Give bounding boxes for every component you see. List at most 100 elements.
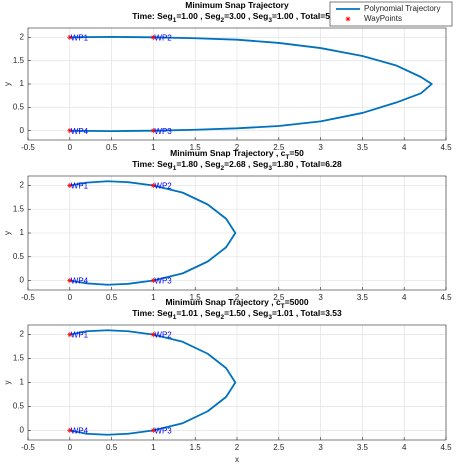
x-tick-label: 3 — [318, 293, 323, 302]
trajectory-line — [69, 180, 237, 286]
title-part: Time: Seg — [132, 11, 172, 21]
y-axis-label: y — [3, 231, 12, 235]
x-tick-label: 0.5 — [106, 143, 118, 152]
title-part: =1.00 , Total=5.00 — [272, 11, 342, 21]
axes-box — [27, 175, 447, 291]
y-tick-label: 0.5 — [13, 102, 25, 111]
x-tick-label: 4.5 — [440, 143, 452, 152]
waypoint-label: WP4 — [71, 127, 89, 136]
y-axis-label: y — [3, 381, 12, 385]
legend-box — [329, 1, 453, 27]
title-part: 1 — [173, 165, 177, 172]
x-tick-label: 3 — [318, 143, 323, 152]
x-tick-label: 4.5 — [440, 443, 452, 452]
axes-box — [27, 324, 447, 441]
title-part: Time: Seg — [132, 308, 172, 318]
x-tick-label: 4 — [402, 293, 407, 302]
title-part: 3 — [268, 165, 272, 172]
x-tick-label: -0.5 — [21, 143, 35, 152]
title-part: 1 — [173, 17, 177, 24]
x-tick-label: 3.5 — [357, 143, 369, 152]
chart-title: Time: Seg1=1.00 , Seg2=3.00 , Seg3=1.00 … — [132, 11, 342, 24]
x-axis-label: x — [235, 455, 239, 464]
title-part: Minimum Snap Trajectory , c — [170, 148, 286, 158]
title-part: =5000 — [285, 297, 309, 307]
y-tick-label: 1.5 — [13, 56, 25, 65]
title-part: =2.68 , Seg — [224, 159, 268, 169]
title-part: 3 — [268, 17, 272, 24]
title-part: =1.00 , Seg — [176, 11, 220, 21]
waypoint-marker — [67, 34, 73, 40]
x-tick-label: 1.5 — [190, 143, 202, 152]
waypoint-label: WP2 — [154, 182, 172, 191]
title-part: 3 — [268, 314, 272, 321]
waypoint-marker — [67, 427, 73, 433]
title-part: =1.01 , Total=3.53 — [272, 308, 342, 318]
x-tick-label: 0.5 — [106, 293, 118, 302]
title-part: =1.01 , Seg — [176, 308, 220, 318]
x-tick-label: 1 — [151, 143, 156, 152]
y-tick-label: 0.5 — [13, 252, 25, 261]
x-tick-label: 1.5 — [190, 443, 202, 452]
x-tick-label: 0 — [68, 293, 73, 302]
x-tick-label: 1 — [151, 443, 156, 452]
waypoint-marker — [67, 183, 73, 188]
title-part: =3.00 , Seg — [224, 11, 268, 21]
x-tick-label: 2.5 — [273, 143, 285, 152]
waypoint-marker — [150, 183, 156, 188]
x-tick-label: -0.5 — [21, 443, 35, 452]
legend-label: WayPoints — [364, 14, 402, 23]
x-tick-label: 2.5 — [273, 293, 285, 302]
x-tick-label: 2 — [235, 443, 240, 452]
y-tick-label: 1 — [20, 228, 25, 237]
legend-label: Polynomial Trajectory — [364, 4, 440, 13]
chart-title: Minimum Snap Trajectory — [185, 0, 289, 10]
trajectory-line — [69, 35, 433, 133]
title-part: 1 — [173, 314, 177, 321]
x-tick-label: 4.5 — [440, 293, 452, 302]
x-tick-label: 4 — [402, 143, 407, 152]
y-tick-label: 0 — [20, 426, 25, 435]
x-tick-label: 2 — [235, 143, 240, 152]
waypoint-label: WP1 — [71, 331, 89, 340]
x-tick-label: 2 — [235, 293, 240, 302]
x-tick-label: 3.5 — [357, 443, 369, 452]
waypoint-label: WP3 — [154, 427, 172, 436]
y-tick-label: 1.5 — [13, 204, 25, 213]
chart-title: Time: Seg1=1.80 , Seg2=2.68 , Seg3=1.80 … — [132, 159, 342, 172]
title-part: T — [285, 154, 289, 161]
title-part: Minimum Snap Trajectory — [185, 0, 289, 10]
waypoint-marker — [150, 128, 156, 134]
waypoint-marker — [150, 34, 156, 40]
y-tick-label: 0.5 — [13, 402, 25, 411]
chart-title: Minimum Snap Trajectory , cT=50 — [170, 148, 304, 161]
waypoint-label: WP3 — [154, 277, 172, 286]
waypoint-label: WP2 — [154, 331, 172, 340]
title-part: 2 — [221, 314, 225, 321]
waypoint-marker — [150, 427, 156, 433]
x-tick-label: 3.5 — [357, 293, 369, 302]
waypoint-label: WP4 — [71, 277, 89, 286]
x-tick-label: 0.5 — [106, 443, 118, 452]
title-part: 2 — [221, 17, 225, 24]
waypoint-label: WP1 — [71, 182, 89, 191]
waypoint-label: WP2 — [154, 33, 172, 42]
x-tick-label: 4 — [402, 443, 407, 452]
x-tick-label: 0 — [68, 443, 73, 452]
waypoint-label: WP4 — [71, 427, 89, 436]
chart-title: Time: Seg1=1.01 , Seg2=1.50 , Seg3=1.01 … — [132, 308, 342, 321]
waypoint-label: WP3 — [154, 127, 172, 136]
title-part: Minimum Snap Trajectory , c — [165, 297, 281, 307]
waypoint-marker — [67, 332, 73, 338]
y-axis-label: y — [3, 82, 12, 86]
axes-box — [27, 27, 447, 141]
title-part: =1.50 , Seg — [224, 308, 268, 318]
legend-marker — [345, 16, 351, 22]
y-tick-label: 1.5 — [13, 354, 25, 363]
x-tick-label: 0 — [68, 143, 73, 152]
x-tick-label: -0.5 — [21, 293, 35, 302]
y-tick-label: 0 — [20, 126, 25, 135]
y-tick-label: 0 — [20, 276, 25, 285]
waypoint-marker — [67, 128, 73, 134]
